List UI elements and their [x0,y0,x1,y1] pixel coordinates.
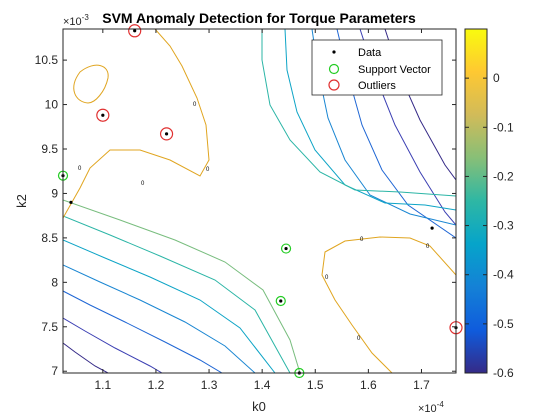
contour-line [63,199,301,373]
contour-label: 0 [141,181,145,187]
colorbar-tick-label: -0.6 [493,366,514,380]
svg-text:×10-3: ×10-3 [63,13,89,28]
contour-labels: 0 0 0 0 0 0 0 0 0 [78,20,430,342]
x-tick-label: 1.7 [413,378,430,392]
support-vector-marker [280,243,292,254]
data-point [284,246,288,251]
contour-line [284,29,456,211]
contour-line [63,239,276,373]
x-exponent-power: -4 [437,400,445,409]
contour-label: 0 [206,167,210,173]
colorbar-tick-label: -0.1 [493,120,514,134]
outlier-marker [96,108,110,122]
colorbar: 0 -0.1 -0.2 -0.3 -0.4 -0.5 -0.6 [464,28,514,380]
legend-entry-outliers: Outliers [358,80,396,92]
data-point [133,29,137,33]
x-tick-label: 1.4 [254,378,271,392]
y-tick-label: 9 [51,186,58,200]
contour-line [73,64,109,104]
outlier-marker [128,24,142,38]
axes-box [62,28,457,374]
y-exponent: ×10-3 [63,13,89,28]
x-axis: 1.1 1.2 1.3 1.4 1.5 1.6 1.7 [94,29,430,392]
y-exponent-base: ×10 [63,16,82,28]
contour-line [63,29,210,219]
x-tick-label: 1.6 [360,378,377,392]
y-tick-label: 8.5 [41,231,58,245]
contour-line [63,342,109,373]
legend-entry-data: Data [358,47,382,59]
y-exponent-power: -3 [82,13,90,22]
y-axis-label: k2 [14,194,29,208]
x-exponent: ×10-4 [418,400,444,415]
legend-entry-support-vector: Support Vector [358,64,431,76]
legend-box [311,39,443,96]
contour-label: 0 [156,20,160,26]
x-tick-label: 1.3 [201,378,218,392]
y-tick-label: 7 [51,364,58,378]
x-exponent-base: ×10 [418,403,437,415]
contour-line [261,29,456,197]
colorbar-ticks: 0 -0.1 -0.2 -0.3 -0.4 -0.5 -0.6 [465,71,514,380]
colorbar-tick-label: 0 [493,71,500,85]
svg-text:×10-4: ×10-4 [418,400,444,415]
contour-label: 0 [78,166,82,172]
x-tick-label: 1.1 [94,378,111,392]
colorbar-tick-label: -0.2 [493,169,514,183]
y-tick-label: 8 [51,275,58,289]
legend-marker-outliers [328,79,340,91]
y-tick-label: 7.5 [41,320,58,334]
contour-label: 0 [360,237,364,243]
colorbar-tick-label: -0.3 [493,219,514,233]
support-vector-marker [275,295,286,307]
x-tick-label: 1.5 [307,378,324,392]
data-point [279,299,283,303]
legend-marker-data [332,50,336,54]
contour-label: 0 [325,275,329,281]
outlier-marker [159,127,174,141]
data-point [101,113,105,117]
chart-title: SVM Anomaly Detection for Torque Paramet… [102,10,416,26]
contour-label: 0 [426,244,430,250]
y-tick-label: 10 [45,98,59,112]
contour-label: 0 [357,336,361,342]
legend-marker-support-vector [328,63,340,75]
contour-line [63,215,291,373]
contour-line [63,264,256,373]
y-tick-label: 9.5 [41,142,58,156]
legend: Data Support Vector Outliers [311,39,443,96]
contour-line [63,317,163,373]
contour-line [321,236,456,373]
y-tick-label: 10.5 [35,53,59,67]
contour-line [63,290,223,373]
x-tick-label: 1.2 [148,378,165,392]
contour-label: 0 [193,102,197,108]
y-axis: 7 7.5 8 8.5 9 9.5 10 10.5 [35,53,456,378]
colorbar-tick-label: -0.4 [493,268,514,282]
x-axis-label: k0 [252,399,266,414]
data-point [69,200,73,204]
colorbar-scale [464,28,488,374]
colorbar-tick-label: -0.5 [493,317,514,331]
data-point [430,226,434,230]
data-point [164,132,169,136]
